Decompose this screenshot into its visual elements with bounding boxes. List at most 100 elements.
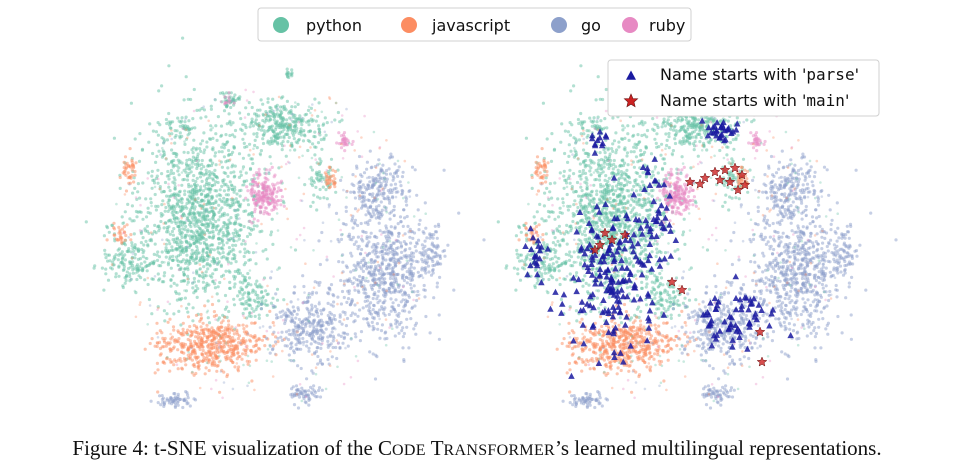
python-point	[563, 151, 567, 156]
python-point	[186, 164, 190, 168]
go-point	[415, 193, 419, 197]
python-point	[259, 290, 264, 295]
go-point	[170, 137, 173, 141]
python-point	[164, 246, 168, 250]
javascript-point	[288, 144, 292, 147]
javascript-point	[179, 342, 183, 346]
python-point	[205, 283, 209, 287]
python-point	[257, 313, 261, 317]
go-point	[365, 242, 369, 246]
go-point	[417, 228, 421, 232]
python-point	[191, 218, 195, 222]
go-point	[276, 336, 280, 340]
go-point	[404, 199, 408, 203]
python-point	[152, 252, 156, 256]
python-point	[152, 181, 157, 185]
python-point	[143, 260, 147, 264]
go-point	[226, 237, 229, 241]
go-point	[433, 224, 437, 228]
javascript-point	[158, 353, 162, 357]
go-point	[234, 208, 237, 212]
go-point	[370, 270, 374, 273]
javascript-point	[285, 302, 289, 306]
python-point	[202, 173, 206, 177]
go-point	[424, 266, 428, 270]
python-point	[307, 119, 311, 123]
go-point	[307, 312, 312, 316]
javascript-point	[218, 163, 221, 166]
javascript-point	[328, 97, 332, 100]
python-point	[203, 148, 207, 152]
python-point	[266, 97, 270, 101]
python-point	[205, 140, 209, 144]
python-point	[211, 177, 215, 181]
javascript-point	[264, 113, 267, 116]
python-point	[148, 262, 152, 266]
go-point	[182, 398, 186, 403]
go-point	[397, 303, 401, 307]
go-point	[312, 339, 316, 343]
python-point	[162, 153, 167, 157]
python-point	[235, 234, 239, 238]
javascript-point	[230, 354, 234, 358]
python-point	[246, 112, 251, 116]
python-point	[174, 210, 177, 214]
python-point	[311, 142, 315, 146]
ruby-point	[257, 182, 260, 186]
python-point	[156, 168, 160, 172]
go-point	[270, 348, 275, 352]
python-point	[189, 97, 193, 102]
python-point	[232, 285, 236, 289]
go-point	[316, 314, 320, 318]
go-point	[258, 326, 262, 329]
go-point	[353, 319, 357, 323]
ruby-point	[263, 206, 267, 210]
python-point	[207, 164, 211, 168]
python-point	[212, 172, 216, 176]
python-point	[183, 189, 187, 193]
python-point	[160, 250, 164, 254]
python-point	[167, 203, 171, 207]
javascript-point	[168, 317, 172, 321]
ruby-point	[264, 168, 269, 172]
python-point	[182, 273, 186, 277]
python-point	[292, 359, 296, 362]
python-point	[232, 249, 236, 252]
python-point	[156, 225, 159, 229]
python-point	[206, 267, 210, 271]
python-point	[213, 282, 217, 286]
python-point	[271, 296, 275, 300]
go-point	[296, 308, 301, 312]
python-point	[208, 244, 212, 248]
python-point	[221, 239, 225, 243]
go-point	[420, 257, 424, 261]
python-point	[222, 220, 226, 225]
python-point	[198, 241, 203, 245]
python-point	[201, 250, 205, 254]
go-point	[401, 273, 406, 277]
go-point	[412, 266, 416, 270]
python-point	[263, 302, 267, 306]
python-point	[137, 159, 142, 163]
go-point	[330, 355, 334, 359]
go-point	[305, 306, 309, 310]
python-point	[381, 246, 385, 249]
go-point	[369, 260, 373, 264]
python-point	[254, 112, 258, 116]
python-point	[673, 249, 677, 253]
python-point	[639, 309, 643, 314]
python-point	[313, 97, 317, 101]
python-point	[232, 239, 236, 243]
python-point	[232, 190, 236, 194]
go-point	[365, 160, 369, 164]
ruby-point	[177, 268, 181, 272]
javascript-point	[163, 202, 166, 206]
javascript-point	[180, 304, 183, 308]
python-point	[269, 162, 273, 165]
go-point	[310, 306, 314, 310]
python-point	[195, 295, 199, 299]
python-point	[241, 281, 245, 285]
python-point	[561, 201, 565, 205]
python-point	[365, 276, 368, 280]
go-point	[316, 331, 320, 335]
